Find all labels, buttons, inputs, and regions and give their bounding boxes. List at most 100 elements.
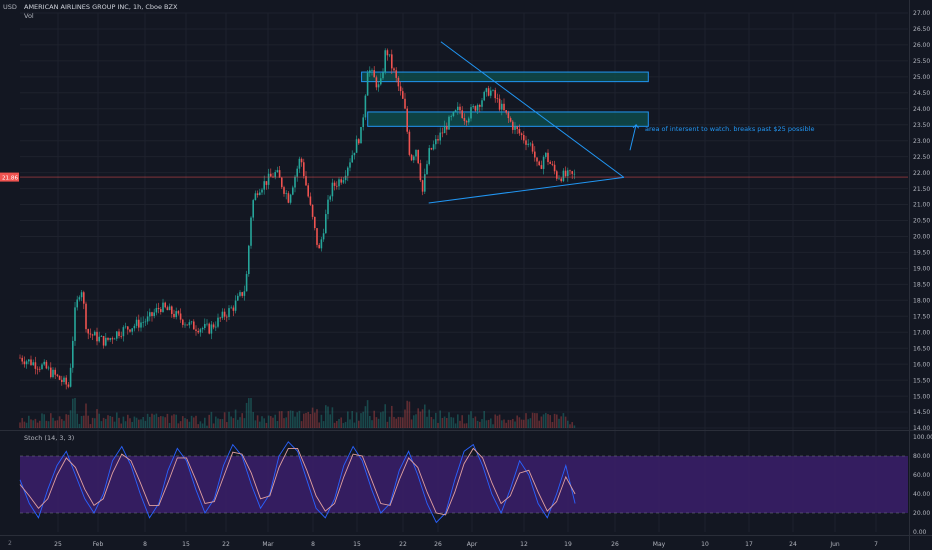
volume-bar (43, 414, 45, 428)
volume-bar (503, 419, 505, 428)
candle-body (67, 384, 70, 387)
volume-bar (523, 419, 525, 428)
candle-body (314, 216, 316, 229)
candle-body (155, 307, 158, 313)
volume-bar (144, 420, 147, 428)
volume-bar (474, 416, 477, 428)
volume-bar (388, 416, 391, 428)
volume-bar (309, 413, 312, 428)
candle-body (160, 309, 162, 312)
candle-body (494, 90, 496, 99)
candle-body (138, 319, 140, 328)
volume-bar (347, 411, 349, 428)
price-tick-label: 18.00 (913, 298, 930, 305)
candle-body (96, 331, 98, 342)
volume-bar (287, 411, 290, 428)
volume-bar (129, 418, 131, 428)
candle-body (452, 111, 455, 117)
volume-bar (325, 405, 327, 428)
volume-bar (382, 411, 384, 428)
last-price-tag-label: 21.86 (2, 175, 18, 181)
candle-body (542, 156, 545, 169)
volume-bar (133, 416, 136, 428)
volume-bar (256, 415, 259, 428)
candle-body (52, 369, 54, 378)
volume-bar (481, 419, 483, 428)
volume-bar (344, 421, 347, 428)
candle-body (263, 181, 265, 190)
candlesticks (19, 48, 576, 390)
volume-bar (140, 419, 142, 428)
volume-bar (428, 409, 430, 428)
price-tick-label: 24.50 (913, 90, 930, 97)
candle-body (223, 311, 226, 317)
volume-bar (419, 411, 422, 428)
volume-bar (107, 415, 109, 428)
price-tick-label: 20.00 (913, 234, 930, 241)
volume-bar (30, 419, 32, 428)
volume-bar (531, 412, 534, 428)
candle-body (157, 307, 160, 310)
candle-body (30, 359, 32, 366)
candle-body (190, 321, 193, 323)
candle-body (485, 88, 488, 92)
time-tick-label: 10 (701, 541, 709, 548)
candle-body (254, 193, 257, 201)
volume-bar (430, 417, 433, 428)
volume-bar (120, 423, 122, 428)
volume-bar (498, 414, 501, 428)
candle-body (344, 175, 347, 181)
volume-bar (349, 419, 351, 428)
volume-bar (377, 418, 380, 428)
price-tick-label: 15.00 (913, 393, 930, 400)
volume-bar (177, 423, 180, 428)
volume-bar (171, 415, 173, 428)
stoch-label[interactable]: Stoch (14, 3, 3) (24, 434, 74, 442)
candle-body (259, 192, 261, 195)
candle-body (362, 117, 364, 128)
volume-bar (452, 417, 455, 428)
candle-body (100, 336, 103, 337)
candle-body (78, 297, 81, 300)
volume-bar (472, 418, 474, 428)
candle-body (294, 176, 296, 188)
candle-body (413, 156, 415, 161)
price-tick-label: 21.00 (913, 202, 930, 209)
candle-body (21, 357, 23, 362)
candle-body (509, 118, 512, 122)
annotation-text[interactable]: area of intersent to watch. breaks past … (645, 125, 814, 133)
stoch-tick-label: 20.00 (913, 510, 930, 517)
candle-body (226, 316, 228, 318)
candle-body (252, 200, 254, 218)
volume-bar (340, 417, 342, 428)
candle-body (384, 50, 386, 73)
volume-bar (298, 410, 301, 428)
candle-body (292, 187, 294, 195)
volume-bar (219, 419, 221, 428)
volume-bar (329, 414, 331, 428)
volume-bar (54, 420, 56, 428)
candle-body (364, 95, 367, 118)
candle-body (283, 187, 285, 194)
candle-body (146, 316, 149, 322)
volume-bar (501, 420, 503, 428)
volume-bar (569, 424, 571, 428)
price-tick-label: 24.00 (913, 106, 930, 113)
volume-bar (276, 420, 279, 428)
chart-title[interactable]: AMERICAN AIRLINES GROUP INC, 1h, Cboe BZ… (24, 3, 178, 11)
volume-bar (267, 415, 270, 428)
candle-body (549, 162, 551, 164)
candle-body (564, 170, 567, 177)
candle-body (204, 323, 206, 328)
currency-label: USD (3, 3, 17, 11)
candle-body (307, 185, 309, 197)
volume-bar (410, 419, 413, 428)
volume-bar (461, 415, 463, 428)
candle-body (34, 362, 37, 369)
candle-body (329, 196, 331, 200)
candle-body (514, 126, 516, 130)
candle-body (523, 135, 525, 141)
volume-label[interactable]: Vol (24, 12, 34, 20)
candle-body (410, 154, 413, 161)
